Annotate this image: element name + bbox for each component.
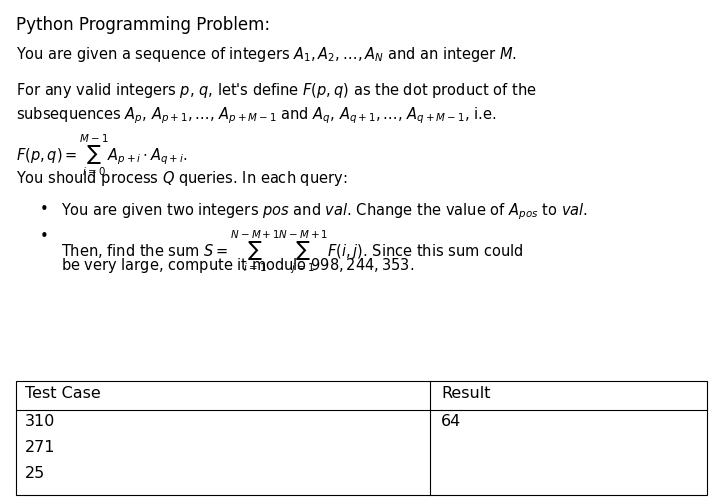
Text: be very large, compute it modulo $998, 244, 353$.: be very large, compute it modulo $998, 2… <box>61 256 415 275</box>
Text: 64: 64 <box>441 414 461 429</box>
Text: •: • <box>40 202 48 217</box>
Text: subsequences $A_p$, $A_{p+1}, \ldots$, $A_{p+M-1}$ and $A_q$, $A_{q+1}, \ldots$,: subsequences $A_p$, $A_{p+1}, \ldots$, $… <box>16 106 496 127</box>
Bar <box>16 381 707 495</box>
Text: You should process $Q$ queries. In each query:: You should process $Q$ queries. In each … <box>16 169 347 188</box>
Text: Then, find the sum $S = \sum_{i=1}^{N-M+1} \sum_{j=1}^{N-M+1} F(i, j)$. Since th: Then, find the sum $S = \sum_{i=1}^{N-M+… <box>61 229 524 277</box>
Text: For any valid integers $p$, $q$, let's define $F(p, q)$ as the dot product of th: For any valid integers $p$, $q$, let's d… <box>16 81 536 100</box>
Text: 25: 25 <box>25 466 45 481</box>
Text: 310: 310 <box>25 414 55 429</box>
Text: You are given two integers $\mathit{pos}$ and $\mathit{val}$. Change the value o: You are given two integers $\mathit{pos}… <box>61 202 589 222</box>
Text: Python Programming Problem:: Python Programming Problem: <box>16 16 270 34</box>
Text: $F(p, q) = \sum_{i=0}^{M-1} A_{p+i} \cdot A_{q+i}.$: $F(p, q) = \sum_{i=0}^{M-1} A_{p+i} \cdo… <box>16 133 188 178</box>
Text: 271: 271 <box>25 440 55 455</box>
Text: Result: Result <box>441 386 490 401</box>
Text: Test Case: Test Case <box>25 386 100 401</box>
Text: •: • <box>40 229 48 244</box>
Text: You are given a sequence of integers $A_1, A_2, \ldots, A_N$ and an integer $M$.: You are given a sequence of integers $A_… <box>16 45 517 65</box>
